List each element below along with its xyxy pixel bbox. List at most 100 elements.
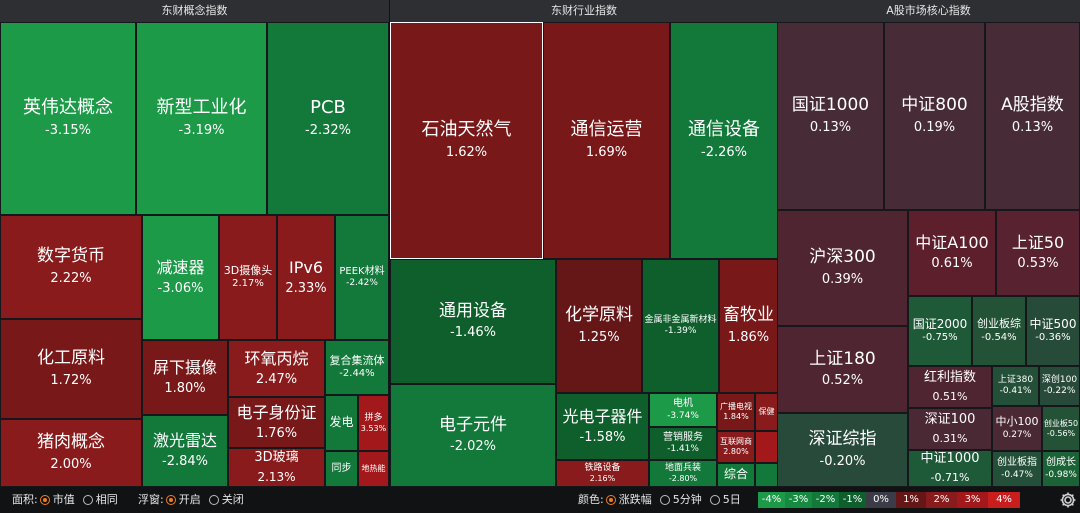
treemap-tile[interactable]: 发电 (325, 395, 358, 451)
treemap-tile[interactable]: 复合集流体 -2.44% (325, 340, 389, 395)
color-option-change[interactable]: 涨跌幅 (618, 493, 652, 506)
treemap-tile[interactable]: A股指数 0.13% (985, 22, 1080, 210)
treemap-tile[interactable]: 上证50 0.53% (996, 210, 1080, 296)
treemap-tile[interactable]: 保健 (755, 393, 778, 431)
treemap-tile[interactable]: 减速器 -3.06% (142, 215, 219, 340)
treemap-tile[interactable]: 国证1000 0.13% (777, 22, 884, 210)
treemap-tile[interactable] (755, 431, 778, 463)
legend-swatch: 2% (926, 492, 957, 508)
tile-change: 1.86% (727, 329, 770, 345)
treemap-tile[interactable]: 3D玻璃 2.13% (228, 448, 325, 487)
treemap-tile[interactable]: 数字货币 2.22% (0, 215, 142, 319)
float-option-off[interactable]: 关闭 (221, 493, 244, 506)
color-control: 颜色: 涨跌幅 5分钟 5日 (578, 487, 741, 513)
tile-name: 英伟达概念 (23, 97, 113, 119)
treemap-tile[interactable]: 中证800 0.19% (884, 22, 985, 210)
treemap-tile[interactable]: 互联网商 2.80% (717, 431, 755, 463)
tile-change: -0.22% (1043, 386, 1076, 397)
treemap-tile[interactable]: PEEK材料 -2.42% (335, 215, 389, 340)
treemap-tile[interactable]: 营销服务 -1.41% (649, 427, 717, 460)
treemap-tile[interactable]: 地热能 (358, 451, 389, 487)
treemap-tile[interactable]: 化工原料 1.72% (0, 319, 142, 419)
area-control: 面积: 市值 相同 (12, 487, 118, 513)
treemap-tile[interactable]: 红利指数 0.51% (908, 366, 992, 408)
treemap-tile[interactable]: 畜牧业 1.86% (719, 259, 778, 393)
treemap-tile[interactable]: 金属非金属新材料 -1.39% (642, 259, 719, 393)
treemap-tile[interactable]: 拼多 3.53% (358, 395, 389, 451)
legend-swatch: -4% (758, 492, 785, 508)
color-radio-5min[interactable] (659, 495, 670, 505)
treemap-tile[interactable]: 通信设备 -2.26% (670, 22, 778, 259)
treemap-tile[interactable]: 中证500 -0.36% (1026, 296, 1080, 366)
treemap-tile[interactable]: 环氧丙烷 2.47% (228, 340, 325, 397)
float-option-on[interactable]: 开启 (178, 493, 201, 506)
area-radio-marketcap[interactable] (39, 495, 50, 505)
tile-change: -2.80% (668, 474, 698, 484)
treemap-body: 石油天然气 1.62% 通信运营 1.69% 通信设备 -2.26% 通用设备 -1.46% 电… (390, 22, 778, 487)
treemap-tile[interactable]: 深证综指 -0.20% (777, 413, 908, 487)
tile-change: -0.47% (1001, 469, 1033, 480)
area-radio-equal[interactable] (82, 495, 93, 505)
tile-change: 2.47% (255, 371, 298, 387)
float-label: 浮窗: (138, 493, 164, 506)
treemap-tile[interactable]: 3D摄像头 2.17% (219, 215, 277, 340)
treemap-tile[interactable]: 国证2000 -0.75% (908, 296, 972, 366)
treemap-tile[interactable]: 广播电视 1.84% (717, 393, 755, 431)
color-radio-change[interactable] (605, 495, 616, 505)
treemap-tile[interactable]: 电子身份证 1.76% (228, 397, 325, 448)
treemap-tile[interactable]: 同步 (325, 451, 358, 487)
tile-change: 1.62% (445, 145, 488, 161)
treemap-tile[interactable]: 猪肉概念 2.00% (0, 419, 142, 487)
treemap-tile[interactable]: 中证A100 0.61% (908, 210, 996, 296)
treemap-tile[interactable]: 化学原料 1.25% (556, 259, 642, 393)
treemap-tile[interactable]: 地面兵装 -2.80% (649, 460, 717, 487)
treemap-tile[interactable]: 中小100 0.27% (992, 406, 1042, 451)
treemap-tile[interactable]: 石油天然气 1.62% (390, 22, 543, 259)
tile-name: 创业板50 (1043, 418, 1079, 428)
color-option-5day[interactable]: 5日 (722, 493, 741, 506)
treemap-tile[interactable] (755, 463, 778, 487)
treemap-tile[interactable]: 光电子器件 -1.58% (556, 393, 649, 460)
treemap-tile[interactable]: 铁路设备 2.16% (556, 460, 649, 487)
tile-name: 3D玻璃 (254, 449, 299, 465)
treemap-tile[interactable]: 深证100 0.31% (908, 408, 992, 450)
float-radio-off[interactable] (208, 495, 219, 505)
area-option-marketcap[interactable]: 市值 (52, 493, 75, 506)
gear-icon[interactable] (1058, 490, 1078, 510)
treemap-tile[interactable]: 综合 (717, 463, 755, 487)
treemap-tile[interactable]: IPv6 2.33% (277, 215, 335, 340)
tile-name: 沪深300 (809, 247, 876, 268)
treemap-tile[interactable]: 通用设备 -1.46% (390, 259, 556, 384)
area-option-equal[interactable]: 相同 (95, 493, 118, 506)
tile-name: 3D摄像头 (223, 263, 273, 277)
float-control: 浮窗: 开启 关闭 (138, 487, 244, 513)
treemap-tile[interactable]: 上证380 -0.41% (992, 366, 1039, 406)
tile-name: 畜牧业 (723, 305, 774, 326)
treemap-tile[interactable]: 通信运营 1.69% (543, 22, 670, 259)
treemap-tile[interactable]: 深创100 -0.22% (1039, 366, 1080, 406)
float-radio-on[interactable] (165, 495, 176, 505)
tile-change: 1.80% (164, 380, 206, 396)
tile-name: 综合 (723, 467, 748, 482)
treemap-tile[interactable]: 上证180 0.52% (777, 326, 908, 413)
treemap-tile[interactable]: 电子元件 -2.02% (390, 384, 556, 487)
industry-index-panel: 东财行业指数 石油天然气 1.62% 通信运营 1.69% 通信设备 -2.26% 通用设备… (390, 0, 778, 487)
tile-name: A股指数 (1001, 95, 1064, 116)
treemap-tile[interactable]: 新型工业化 -3.19% (136, 22, 267, 215)
treemap-tile[interactable]: 英伟达概念 -3.15% (0, 22, 136, 215)
tile-change: -3.74% (667, 410, 699, 421)
treemap-tile[interactable]: 电机 -3.74% (649, 393, 717, 427)
tile-change: -0.41% (999, 386, 1032, 397)
treemap-tile[interactable]: 激光雷达 -2.84% (142, 415, 228, 487)
tile-change: -1.46% (450, 325, 496, 341)
treemap-tile[interactable]: 创业板指 -0.47% (992, 451, 1042, 487)
color-option-5min[interactable]: 5分钟 (672, 493, 702, 506)
treemap-tile[interactable]: 中证1000 -0.71% (908, 450, 992, 487)
treemap-tile[interactable]: 创成长 -0.98% (1042, 451, 1080, 487)
treemap-tile[interactable]: 屏下摄像 1.80% (142, 340, 228, 415)
color-radio-5day[interactable] (709, 495, 720, 505)
treemap-tile[interactable]: PCB -2.32% (267, 22, 389, 215)
treemap-tile[interactable]: 沪深300 0.39% (777, 210, 908, 326)
treemap-tile[interactable]: 创业板综 -0.54% (972, 296, 1026, 366)
treemap-tile[interactable]: 创业板50 -0.56% (1042, 406, 1080, 451)
